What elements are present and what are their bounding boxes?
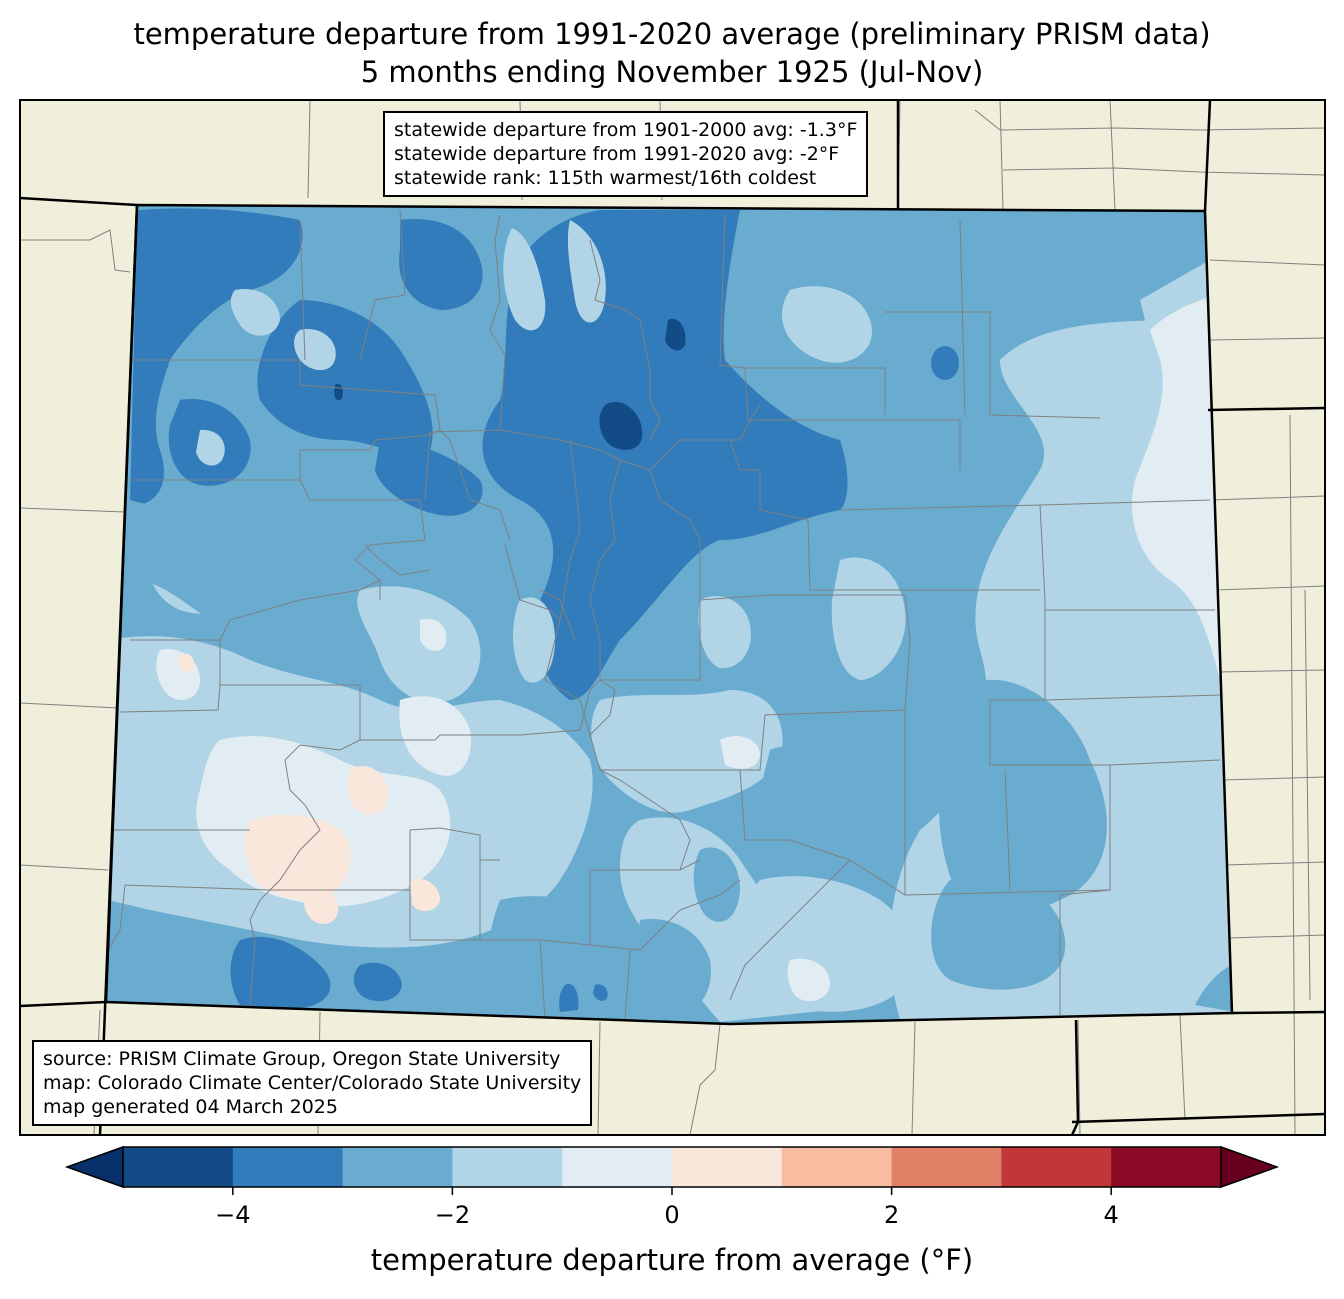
- map-title-line2: 5 months ending November 1925 (Jul-Nov): [360, 55, 984, 89]
- colorbar-bin: [891, 1147, 1002, 1187]
- colorbar-under-extension: [64, 1145, 124, 1189]
- colorbar-over-extension: [1220, 1145, 1280, 1189]
- colorbar-tick-label: 2: [884, 1201, 899, 1229]
- colorado-county-lines: [107, 209, 1221, 1021]
- colorbar-tick-label: −2: [435, 1201, 470, 1229]
- colorbar-label: temperature departure from average (°F): [370, 1243, 974, 1277]
- map-frame: [19, 99, 1326, 1136]
- source-line-prism: source: PRISM Climate Group, Oregon Stat…: [43, 1048, 561, 1070]
- colorbar-tick-label: 0: [664, 1201, 679, 1229]
- colorbar-bin: [123, 1147, 234, 1187]
- temperature-field: [106, 205, 1232, 1024]
- source-box: source: PRISM Climate Group, Oregon Stat…: [32, 1040, 593, 1126]
- colorbar-bin: [1001, 1147, 1112, 1187]
- colorbar: −4 −2 0 2 4: [64, 1145, 1280, 1229]
- source-line-map: map: Colorado Climate Center/Colorado St…: [43, 1072, 582, 1094]
- colorbar-bin: [232, 1147, 344, 1187]
- colorbar-tick-label: −4: [215, 1201, 250, 1229]
- colorbar-bin: [562, 1147, 673, 1187]
- stats-line-1991-2020: statewide departure from 1991-2020 avg: …: [394, 143, 840, 165]
- colorbar-bin: [781, 1147, 893, 1187]
- state-borders: [20, 100, 1325, 1135]
- source-line-generated: map generated 04 March 2025: [43, 1096, 338, 1118]
- colorbar-bin: [452, 1147, 563, 1187]
- colorbar-bin: [672, 1147, 783, 1187]
- colorbar-bin: [342, 1147, 453, 1187]
- colorbar-bin: [1111, 1147, 1222, 1187]
- stats-line-1901-2000: statewide departure from 1901-2000 avg: …: [394, 119, 858, 141]
- colorbar-tick-label: 4: [1104, 1201, 1119, 1229]
- map-title-line1: temperature departure from 1991-2020 ave…: [133, 17, 1211, 51]
- stats-line-rank: statewide rank: 115th warmest/16th colde…: [394, 167, 817, 189]
- statewide-stats-box: statewide departure from 1901-2000 avg: …: [383, 111, 869, 197]
